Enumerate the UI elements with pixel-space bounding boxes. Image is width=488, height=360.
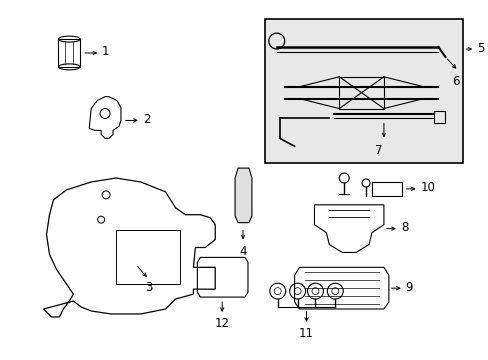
Bar	[59, 39, 80, 67]
Text: 8: 8	[400, 221, 407, 234]
Bar	[339, 77, 383, 109]
Text: 9: 9	[405, 281, 412, 294]
Bar	[116, 230, 180, 284]
Bar	[371, 182, 401, 196]
Text: 12: 12	[214, 317, 229, 330]
Text: 10: 10	[420, 181, 435, 194]
Text: 6: 6	[452, 75, 459, 88]
Text: 5: 5	[476, 41, 484, 54]
Text: 3: 3	[145, 281, 152, 294]
Text: 2: 2	[142, 113, 150, 126]
Polygon shape	[235, 168, 251, 223]
Bar	[264, 19, 462, 163]
Text: 1: 1	[102, 45, 109, 58]
Text: 4: 4	[239, 246, 246, 258]
Text: 7: 7	[374, 144, 382, 157]
Text: 11: 11	[298, 327, 313, 340]
Bar	[433, 111, 445, 123]
